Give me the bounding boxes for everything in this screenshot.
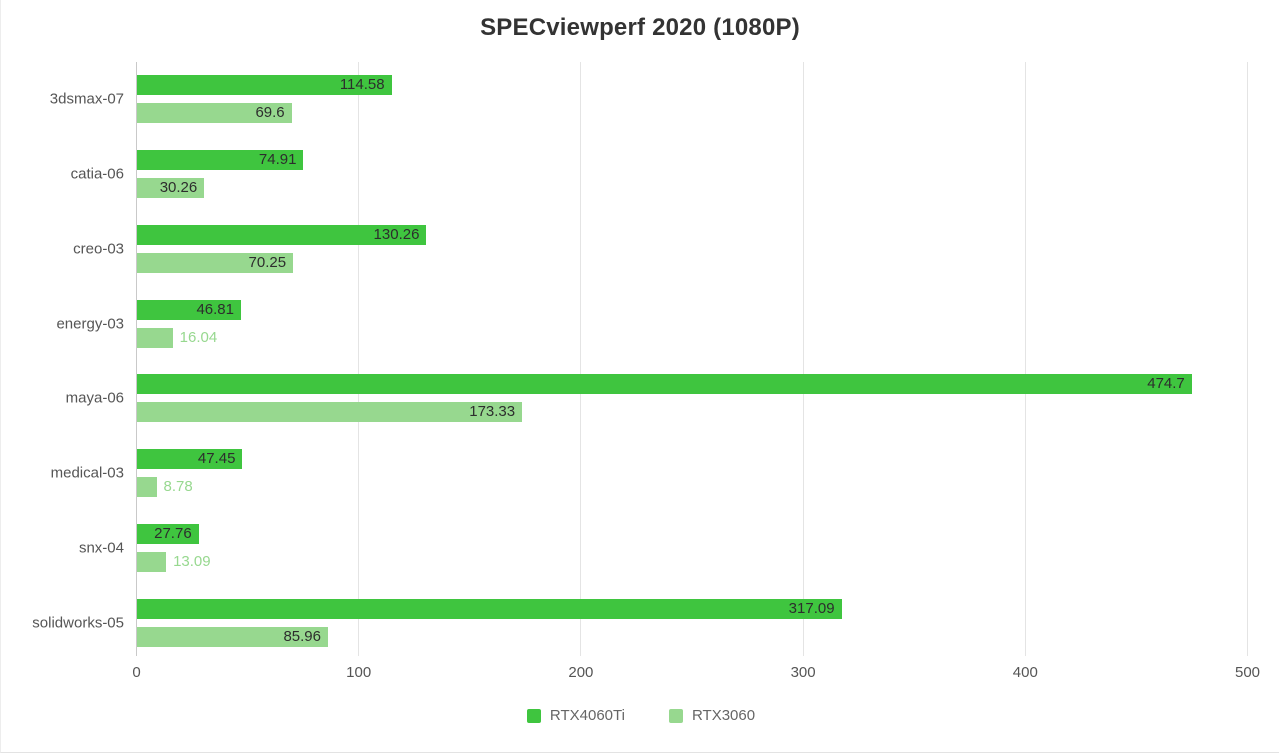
bar-rtx3060-medical-03: 8.78 [137, 477, 193, 498]
bar-value-label: 16.04 [179, 328, 218, 346]
bar-rtx4060ti-maya-06: 474.7 [137, 374, 1192, 395]
bar-value-label: 130.26 [373, 225, 420, 243]
category-label: energy-03 [56, 315, 124, 333]
plot-area: 3dsmax-07 114.58 69.6 catia-06 74.91 30.26 cre… [1, 62, 1279, 660]
bar-value-label: 69.6 [255, 104, 285, 122]
bar-rtx3060-energy-03: 16.04 [137, 327, 217, 348]
bar-rtx4060ti-energy-03: 46.81 [137, 299, 241, 320]
category-row-energy-03: energy-03 46.81 16.04 [1, 286, 1279, 361]
category-label: 3dsmax-07 [49, 90, 124, 108]
bar-value-label: 173.33 [469, 403, 516, 421]
bar-rtx4060ti-snx-04: 27.76 [137, 523, 199, 544]
x-tick-label-400: 400 [1012, 664, 1038, 681]
category-row-solidworks-05: solidworks-05 317.09 85.96 [1, 585, 1279, 660]
bar-rtx3060-creo-03: 70.25 [137, 252, 294, 273]
bar-value-label: 46.81 [196, 300, 234, 318]
gridline-x-100 [358, 62, 360, 656]
category-row-3dsmax-07: 3dsmax-07 114.58 69.6 [1, 62, 1279, 137]
bar-value-label: 474.7 [1147, 375, 1185, 393]
legend-label: RTX4060Ti [549, 707, 625, 724]
bar-value-label: 8.78 [163, 478, 193, 496]
category-label: solidworks-05 [32, 614, 124, 632]
bar-rtx3060-snx-04: 13.09 [137, 551, 211, 572]
legend-swatch-icon [526, 708, 541, 723]
category-row-snx-04: snx-04 27.76 13.09 [1, 511, 1279, 586]
category-label: maya-06 [65, 389, 124, 407]
category-label: medical-03 [50, 464, 124, 482]
category-row-maya-06: maya-06 474.7 173.33 [1, 361, 1279, 436]
bar-value-label: 114.58 [339, 76, 385, 94]
bar-value-label: 74.91 [258, 151, 297, 169]
y-axis-line [136, 62, 137, 656]
x-tick-label-0: 0 [132, 664, 141, 681]
bar-rtx3060-3dsmax-07: 69.6 [137, 103, 292, 124]
category-row-catia-06: catia-06 74.91 30.26 [1, 137, 1279, 212]
x-tick-label-100: 100 [346, 664, 372, 681]
bar-rtx3060-catia-06: 30.26 [137, 178, 205, 199]
category-label: snx-04 [78, 539, 124, 557]
gridline-x-300 [802, 62, 804, 656]
x-tick-label-200: 200 [568, 664, 594, 681]
bar-value-label: 27.76 [154, 524, 192, 542]
bar-value-label: 317.09 [788, 599, 835, 617]
bar-rtx4060ti-catia-06: 74.91 [137, 150, 304, 171]
bar-value-label: 70.25 [248, 253, 287, 271]
bar-rtx4060ti-3dsmax-07: 114.58 [137, 75, 392, 96]
legend-swatch-icon [668, 708, 683, 723]
x-tick-label-300: 300 [790, 664, 816, 681]
category-row-creo-03: creo-03 130.26 70.25 [1, 212, 1279, 287]
category-row-medical-03: medical-03 47.45 8.78 [1, 436, 1279, 511]
bar-rtx4060ti-solidworks-05: 317.09 [137, 598, 842, 619]
bar-value-label: 85.96 [283, 627, 321, 645]
gridline-x-500 [1247, 62, 1248, 656]
bar-value-label: 13.09 [173, 552, 211, 570]
legend: RTX4060Ti RTX3060 [1, 707, 1279, 724]
legend-item-rtx4060ti[interactable]: RTX4060Ti [526, 707, 625, 724]
legend-item-rtx3060[interactable]: RTX3060 [668, 707, 756, 724]
legend-label: RTX3060 [691, 707, 756, 724]
bar-value-label: 47.45 [197, 450, 236, 468]
chart-title: SPECviewperf 2020 (1080P) [480, 14, 800, 41]
bar-rtx3060-maya-06: 173.33 [137, 402, 523, 423]
gridline-x-200 [580, 62, 582, 656]
gridline-x-400 [1024, 62, 1026, 656]
category-label: creo-03 [73, 240, 124, 258]
x-tick-label-500: 500 [1234, 664, 1261, 681]
category-label: catia-06 [70, 165, 124, 183]
bar-rtx4060ti-medical-03: 47.45 [137, 449, 243, 470]
x-axis: 0 100 200 300 400 500 [1, 664, 1279, 686]
bar-rtx4060ti-creo-03: 130.26 [137, 224, 427, 245]
bar-value-label: 30.26 [159, 179, 198, 197]
bar-rtx3060-solidworks-05: 85.96 [137, 626, 328, 647]
